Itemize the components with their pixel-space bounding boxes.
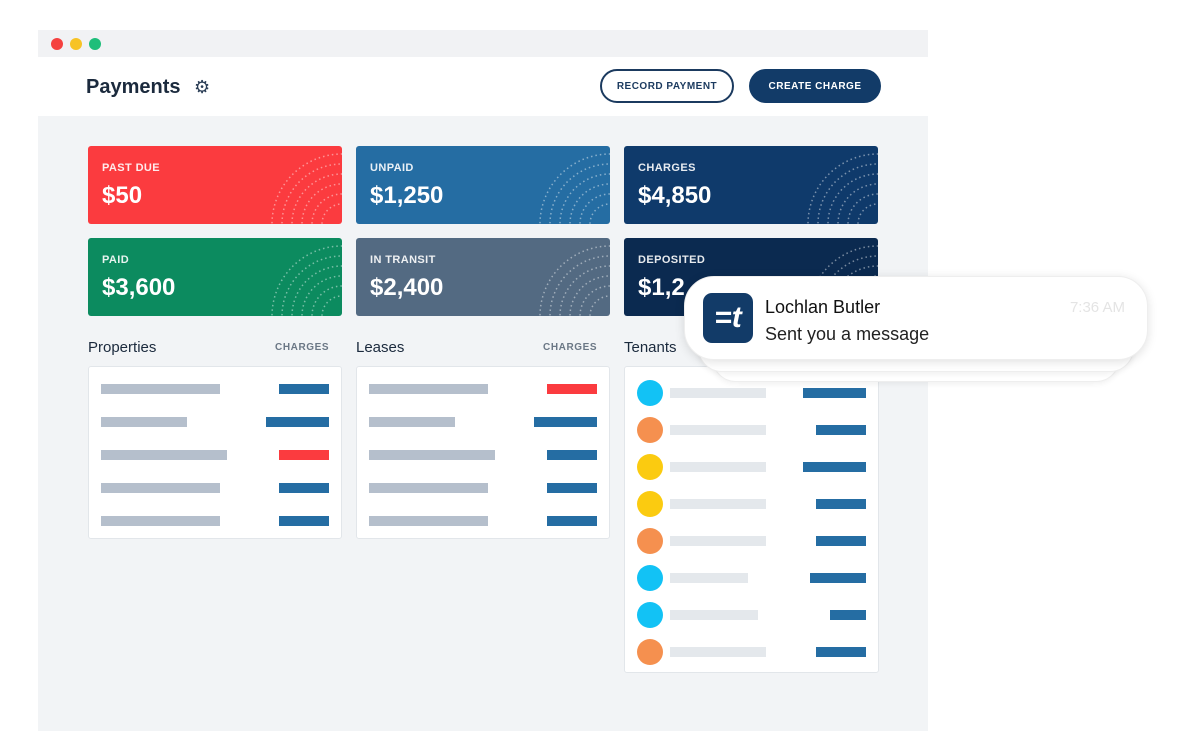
- charge-placeholder: [266, 417, 329, 427]
- name-placeholder: [369, 516, 488, 526]
- create-charge-button[interactable]: CREATE CHARGE: [749, 69, 881, 103]
- name-placeholder: [670, 425, 766, 435]
- card-value: $1,2: [638, 274, 685, 301]
- notification-message: Sent you a message: [765, 324, 930, 344]
- tenants-title: Tenants: [624, 339, 677, 356]
- avatar: [637, 417, 663, 443]
- decorative-pattern: [271, 245, 342, 316]
- card-label: PAST DUE: [102, 162, 161, 174]
- charge-placeholder: [816, 425, 866, 435]
- avatar: [637, 491, 663, 517]
- card-value: $4,850: [638, 182, 712, 209]
- name-placeholder: [369, 450, 495, 460]
- message-notification[interactable]: =t Lochlan Butler Sent you a message 7:3…: [684, 276, 1148, 360]
- charge-placeholder: [816, 536, 866, 546]
- avatar: [637, 639, 663, 665]
- name-placeholder: [670, 536, 766, 546]
- charge-placeholder: [547, 450, 597, 460]
- charge-placeholder: [547, 483, 597, 493]
- close-window-button[interactable]: [51, 38, 63, 50]
- name-placeholder: [369, 417, 455, 427]
- decorative-pattern: [539, 245, 610, 316]
- charge-placeholder: [534, 417, 597, 427]
- card-label: PAID: [102, 254, 130, 266]
- properties-charges-header: CHARGES: [275, 342, 330, 353]
- charge-placeholder: [816, 499, 866, 509]
- charge-placeholder: [279, 516, 329, 526]
- name-placeholder: [670, 610, 758, 620]
- card-value: $1,250: [370, 182, 444, 209]
- avatar: [637, 565, 663, 591]
- charge-placeholder: [816, 647, 866, 657]
- name-placeholder: [670, 573, 748, 583]
- card-label: UNPAID: [370, 162, 414, 174]
- notification-sender: Lochlan Butler: [765, 297, 881, 317]
- properties-title: Properties: [88, 339, 157, 356]
- name-placeholder: [101, 384, 220, 394]
- title-bar: [38, 30, 928, 57]
- card-label: CHARGES: [638, 162, 696, 174]
- name-placeholder: [101, 417, 187, 427]
- avatar: [637, 380, 663, 406]
- charge-placeholder: [279, 450, 329, 460]
- name-placeholder: [670, 462, 766, 472]
- card-value: $50: [102, 182, 143, 209]
- charge-placeholder: [279, 384, 329, 394]
- leases-list: [356, 366, 610, 539]
- leases-title: Leases: [356, 339, 405, 356]
- card-label: IN TRANSIT: [370, 254, 436, 266]
- avatar: [637, 528, 663, 554]
- app-logo-icon: =t: [703, 293, 753, 343]
- name-placeholder: [101, 483, 220, 493]
- name-placeholder: [670, 388, 766, 398]
- decorative-pattern: [807, 153, 878, 224]
- summary-card-past-due[interactable]: PAST DUE $50: [88, 146, 342, 224]
- name-placeholder: [369, 384, 488, 394]
- summary-card-paid[interactable]: PAID $3,600: [88, 238, 342, 316]
- name-placeholder: [369, 483, 488, 493]
- avatar: [637, 454, 663, 480]
- card-value: $2,400: [370, 274, 444, 301]
- charge-placeholder: [803, 462, 866, 472]
- charge-placeholder: [547, 384, 597, 394]
- name-placeholder: [670, 499, 766, 509]
- name-placeholder: [670, 647, 766, 657]
- tenants-list: [624, 366, 879, 673]
- charge-placeholder: [810, 573, 866, 583]
- charge-placeholder: [547, 516, 597, 526]
- summary-card-unpaid[interactable]: UNPAID $1,250: [356, 146, 610, 224]
- summary-card-in-transit[interactable]: IN TRANSIT $2,400: [356, 238, 610, 316]
- avatar: [637, 602, 663, 628]
- record-payment-button[interactable]: RECORD PAYMENT: [600, 69, 734, 103]
- card-label: DEPOSITED: [638, 254, 706, 266]
- name-placeholder: [101, 516, 220, 526]
- minimize-window-button[interactable]: [70, 38, 82, 50]
- notification-time: 7:36 AM: [1069, 299, 1125, 316]
- page-title: Payments: [86, 76, 181, 98]
- charge-placeholder: [830, 610, 866, 620]
- decorative-pattern: [271, 153, 342, 224]
- leases-charges-header: CHARGES: [543, 342, 598, 353]
- properties-list: [88, 366, 342, 539]
- summary-card-charges[interactable]: CHARGES $4,850: [624, 146, 878, 224]
- card-value: $3,600: [102, 274, 176, 301]
- maximize-window-button[interactable]: [89, 38, 101, 50]
- page-header: Payments ⚙ RECORD PAYMENT CREATE CHARGE: [38, 57, 928, 116]
- charge-placeholder: [803, 388, 866, 398]
- decorative-pattern: [539, 153, 610, 224]
- name-placeholder: [101, 450, 227, 460]
- charge-placeholder: [279, 483, 329, 493]
- gear-icon[interactable]: ⚙: [194, 77, 211, 97]
